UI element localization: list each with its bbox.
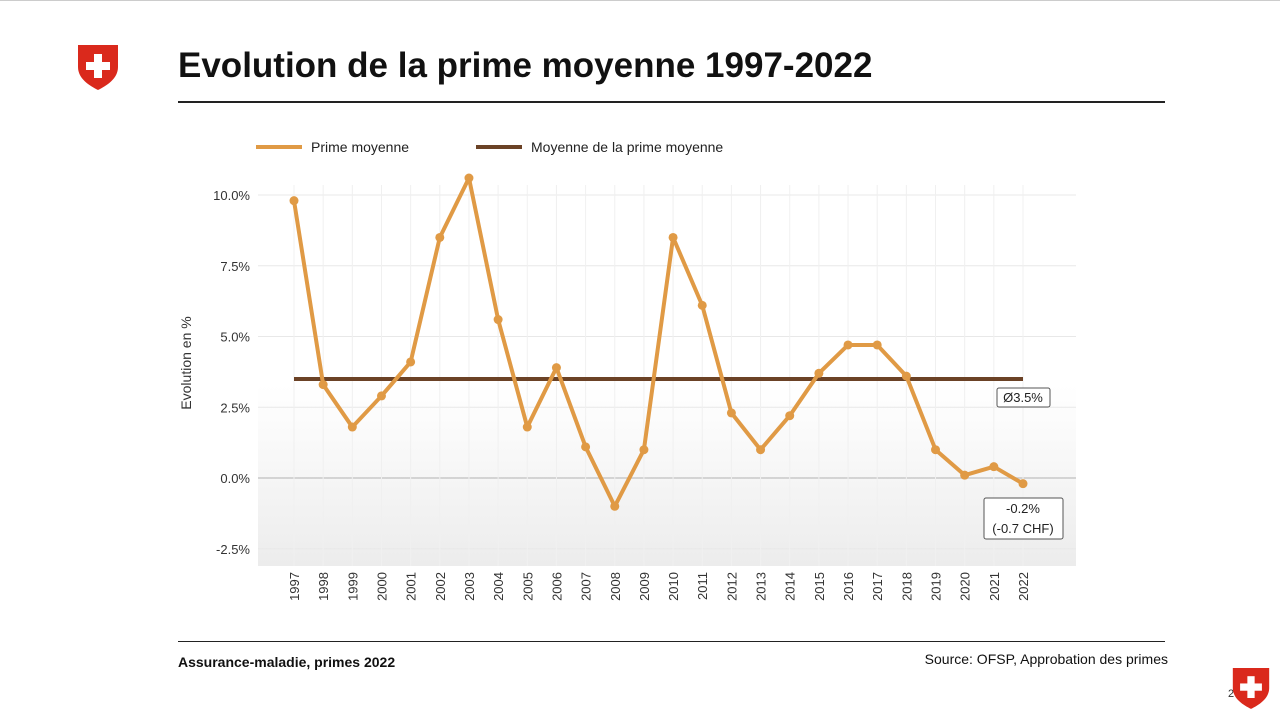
data-point-2013 <box>756 445 766 455</box>
page-number: 2 <box>1228 688 1235 700</box>
series-line-prime <box>292 176 1025 509</box>
footer-title: Assurance-maladie, primes 2022 <box>178 654 396 670</box>
x-tick-label: 1997 <box>287 572 302 601</box>
x-tick-label: 2019 <box>929 572 944 601</box>
footer-rule <box>178 641 1165 642</box>
y-tick-label: 10.0% <box>213 188 250 203</box>
x-tick-label: 2020 <box>958 572 973 601</box>
data-point-2015 <box>814 368 824 378</box>
x-tick-label: 2002 <box>433 572 448 601</box>
data-point-2003 <box>464 173 474 183</box>
top-border <box>0 0 1280 1</box>
swiss-shield-logo-small <box>1232 668 1270 709</box>
data-point-2012 <box>726 408 736 418</box>
data-point-2007 <box>581 442 591 452</box>
x-tick-label: 2001 <box>404 572 419 601</box>
x-tick-label: 2009 <box>637 572 652 601</box>
x-tick-label: 2012 <box>724 572 739 601</box>
y-axis-label: Evolution en % <box>178 316 194 409</box>
annotation-average: Ø3.5% <box>996 387 1051 408</box>
footer-source: Source: OFSP, Approbation des primes <box>924 651 1168 667</box>
x-tick-label: 2006 <box>549 572 564 601</box>
legend: Prime moyenne Moyenne de la prime moyenn… <box>256 139 723 155</box>
data-point-2006 <box>551 363 561 373</box>
data-point-2005 <box>522 422 532 432</box>
data-point-2014 <box>785 411 795 421</box>
x-tick-label: 2000 <box>374 572 389 601</box>
x-tick-label: 2004 <box>491 572 506 601</box>
x-tick-label: 2017 <box>870 572 885 601</box>
title-rule <box>178 101 1165 103</box>
y-tick-label: 5.0% <box>220 330 250 345</box>
line-chart: -2.5% 0.0% 2.5% 5.0% 7.5% 10.0% 1997 1998 1999 2… <box>178 139 1076 601</box>
swiss-shield-logo <box>78 45 118 90</box>
data-point-2002 <box>435 232 445 242</box>
annotation-2022-line2: (-0.7 CHF) <box>992 521 1053 536</box>
data-point-2018 <box>901 371 911 381</box>
x-tick-label: 2013 <box>754 572 769 601</box>
legend-label-average: Moyenne de la prime moyenne <box>531 139 723 155</box>
x-tick-label: 1999 <box>345 572 360 601</box>
x-tick-label: 2022 <box>1016 572 1031 601</box>
x-tick-label: 2005 <box>520 572 535 601</box>
data-point-2008 <box>610 501 620 511</box>
x-tick-label: 2015 <box>812 572 827 601</box>
slide-title: Evolution de la prime moyenne 1997-2022 <box>178 46 873 85</box>
data-point-2004 <box>493 315 503 325</box>
data-point-1998 <box>318 380 328 390</box>
data-point-2010 <box>668 232 678 242</box>
annotation-2022-line1: -0.2% <box>1006 501 1040 516</box>
data-point-2001 <box>406 357 416 367</box>
data-point-2000 <box>376 391 386 401</box>
x-tick-label: 2003 <box>462 572 477 601</box>
x-tick-label: 2007 <box>579 572 594 601</box>
data-point-2019 <box>931 445 941 455</box>
x-tick-label: 2014 <box>783 572 798 601</box>
y-tick-label: 7.5% <box>220 259 250 274</box>
x-tick-label: 2021 <box>987 572 1002 601</box>
data-point-2016 <box>843 340 853 350</box>
x-tick-label: 2016 <box>841 572 856 601</box>
legend-label-prime: Prime moyenne <box>311 139 409 155</box>
data-point-2021 <box>989 462 999 472</box>
y-tick-label: 2.5% <box>220 400 250 415</box>
x-tick-label: 2018 <box>899 572 914 601</box>
data-point-1997 <box>289 196 299 206</box>
annotation-average-label: Ø3.5% <box>1003 390 1043 405</box>
x-tick-label: 1998 <box>316 572 331 601</box>
data-point-2011 <box>697 300 707 310</box>
plot-shading <box>258 385 1076 566</box>
y-tick-label: 0.0% <box>220 471 250 486</box>
data-point-2017 <box>872 340 882 350</box>
x-tick-label: 2008 <box>608 572 623 601</box>
data-point-1999 <box>347 422 357 432</box>
data-point-2022 <box>1018 479 1028 489</box>
y-tick-label: -2.5% <box>216 542 250 557</box>
x-tick-label: 2011 <box>695 572 710 600</box>
data-point-2020 <box>960 470 970 480</box>
x-tick-label: 2010 <box>666 572 681 601</box>
annotation-2022: -0.2% (-0.7 CHF) <box>983 497 1064 540</box>
data-point-2009 <box>639 445 649 455</box>
